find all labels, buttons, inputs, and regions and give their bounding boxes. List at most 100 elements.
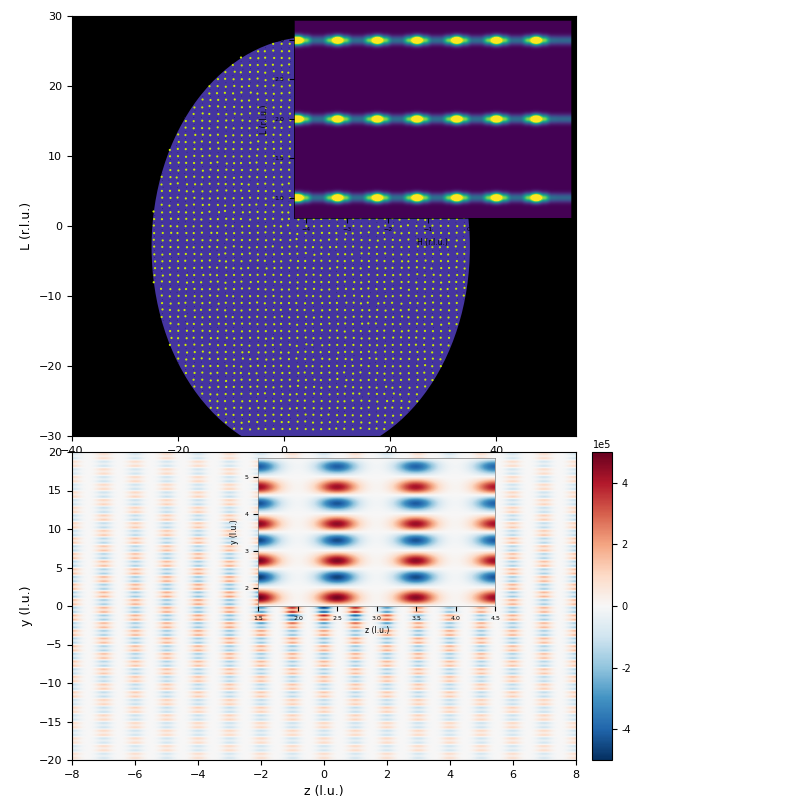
Point	[244, 331, 257, 344]
Point	[442, 328, 454, 341]
Point	[347, 272, 360, 285]
Point	[380, 83, 393, 96]
Point	[339, 164, 352, 177]
Point	[267, 118, 280, 131]
Point	[227, 282, 240, 295]
Point	[173, 283, 186, 296]
Point	[308, 220, 321, 233]
Point	[323, 381, 336, 394]
Point	[236, 118, 249, 130]
Point	[299, 356, 312, 369]
Point	[364, 86, 377, 99]
Point	[355, 342, 368, 355]
Point	[260, 302, 273, 314]
Point	[276, 366, 289, 379]
Point	[346, 135, 359, 148]
Point	[235, 282, 248, 295]
Point	[179, 363, 192, 376]
Point	[307, 111, 320, 124]
Point	[274, 56, 287, 69]
Point	[410, 325, 423, 338]
Point	[307, 282, 320, 295]
Point	[331, 370, 344, 383]
Point	[410, 276, 422, 289]
Point	[402, 90, 415, 103]
Point	[395, 107, 408, 120]
Point	[315, 174, 328, 187]
Point	[323, 178, 336, 190]
Point	[346, 377, 359, 390]
Point	[403, 146, 416, 159]
Point	[403, 395, 416, 408]
Point	[363, 304, 376, 317]
Point	[267, 44, 280, 57]
Point	[203, 353, 216, 366]
Point	[386, 122, 399, 134]
Point	[362, 115, 375, 128]
Point	[283, 226, 296, 239]
Point	[314, 128, 327, 141]
Point	[426, 192, 438, 205]
Point	[307, 178, 320, 190]
Point	[187, 226, 200, 239]
Point	[251, 406, 264, 418]
Point	[371, 86, 384, 99]
Point	[347, 282, 360, 295]
Point	[259, 185, 272, 198]
Point	[339, 83, 352, 96]
Point	[370, 202, 383, 215]
Point	[418, 223, 431, 236]
Point	[386, 231, 399, 244]
Point	[339, 59, 352, 72]
Point	[283, 314, 296, 327]
Point	[227, 328, 240, 341]
Point	[338, 125, 351, 138]
Point	[274, 142, 287, 155]
Point	[235, 153, 248, 166]
Point	[395, 248, 408, 261]
Point	[362, 174, 375, 187]
Point	[330, 419, 343, 432]
Point	[307, 307, 320, 320]
Point	[378, 241, 391, 254]
Point	[411, 297, 424, 310]
Point	[290, 171, 303, 184]
Point	[189, 310, 202, 323]
Point	[306, 273, 319, 286]
Point	[371, 262, 384, 274]
Point	[339, 294, 352, 306]
Point	[443, 301, 456, 314]
Point	[314, 422, 327, 435]
Point	[290, 356, 303, 369]
Point	[267, 181, 280, 194]
Point	[290, 339, 303, 352]
Point	[171, 349, 184, 362]
Point	[220, 324, 233, 337]
Point	[442, 290, 454, 302]
Point	[434, 262, 447, 274]
Point	[275, 349, 288, 362]
Point	[355, 276, 368, 289]
Point	[434, 226, 447, 239]
Point	[386, 262, 399, 274]
Point	[347, 87, 360, 100]
Point	[410, 307, 423, 320]
Point	[434, 311, 447, 324]
Point	[306, 370, 319, 383]
Point	[378, 360, 391, 373]
Point	[275, 255, 288, 268]
Point	[187, 111, 200, 124]
Point	[402, 356, 415, 369]
Point	[451, 247, 464, 260]
Point	[410, 195, 423, 208]
Point	[299, 294, 312, 306]
Point	[298, 66, 310, 78]
Point	[331, 269, 344, 282]
Point	[243, 83, 256, 96]
Point	[331, 181, 344, 194]
Point	[442, 227, 455, 240]
Point	[196, 101, 209, 114]
Point	[178, 356, 191, 369]
Point	[243, 185, 256, 198]
Point	[189, 307, 202, 320]
